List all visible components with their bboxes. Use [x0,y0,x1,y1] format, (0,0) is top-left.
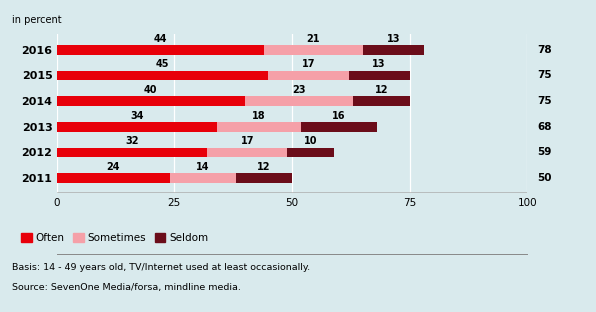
Text: 17: 17 [302,60,315,70]
Text: 78: 78 [537,45,551,55]
Bar [245,96,353,106]
Text: 23: 23 [293,85,306,95]
Text: 12: 12 [375,85,388,95]
Bar [362,45,424,55]
Bar [170,173,235,183]
Text: in percent: in percent [12,15,61,25]
Bar [268,71,349,80]
Bar [235,173,292,183]
Text: 40: 40 [144,85,157,95]
Text: 68: 68 [537,122,551,132]
Bar [207,148,287,157]
Bar [57,122,217,132]
Text: 13: 13 [387,34,400,44]
Text: 32: 32 [125,136,139,146]
Text: 75: 75 [537,71,551,80]
Bar [302,122,377,132]
Text: 13: 13 [372,60,386,70]
Bar [57,173,170,183]
Text: 18: 18 [252,111,266,121]
Text: 17: 17 [241,136,254,146]
Text: 16: 16 [333,111,346,121]
Text: 75: 75 [537,96,551,106]
Text: 24: 24 [106,162,120,172]
Text: 21: 21 [306,34,320,44]
Bar [57,45,264,55]
Text: 44: 44 [153,34,167,44]
Text: 59: 59 [537,147,551,157]
Legend: Often, Sometimes, Seldom: Often, Sometimes, Seldom [17,229,213,247]
Bar [57,148,207,157]
Bar [57,96,245,106]
Text: 45: 45 [156,60,169,70]
Bar [57,71,268,80]
Text: 34: 34 [130,111,144,121]
Bar [349,71,410,80]
Text: 50: 50 [537,173,551,183]
Text: Source: SevenOne Media/forsa, mindline media.: Source: SevenOne Media/forsa, mindline m… [12,283,241,291]
Text: 14: 14 [196,162,209,172]
Text: 12: 12 [257,162,271,172]
Text: Basis: 14 - 49 years old, TV/Internet used at least occasionally.: Basis: 14 - 49 years old, TV/Internet us… [12,263,310,272]
Bar [264,45,362,55]
Bar [353,96,410,106]
Text: 10: 10 [304,136,318,146]
Bar [287,148,334,157]
Bar [217,122,302,132]
